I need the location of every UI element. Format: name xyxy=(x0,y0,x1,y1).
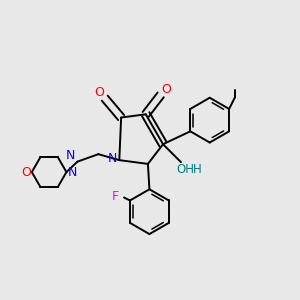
Text: O: O xyxy=(94,86,104,99)
Text: O: O xyxy=(21,166,31,178)
Text: N: N xyxy=(68,166,77,178)
Text: F: F xyxy=(112,190,119,202)
Text: N: N xyxy=(108,152,117,165)
Text: OH: OH xyxy=(176,163,194,176)
Text: N: N xyxy=(65,149,75,162)
Text: O: O xyxy=(161,83,171,96)
Text: H: H xyxy=(193,163,202,176)
